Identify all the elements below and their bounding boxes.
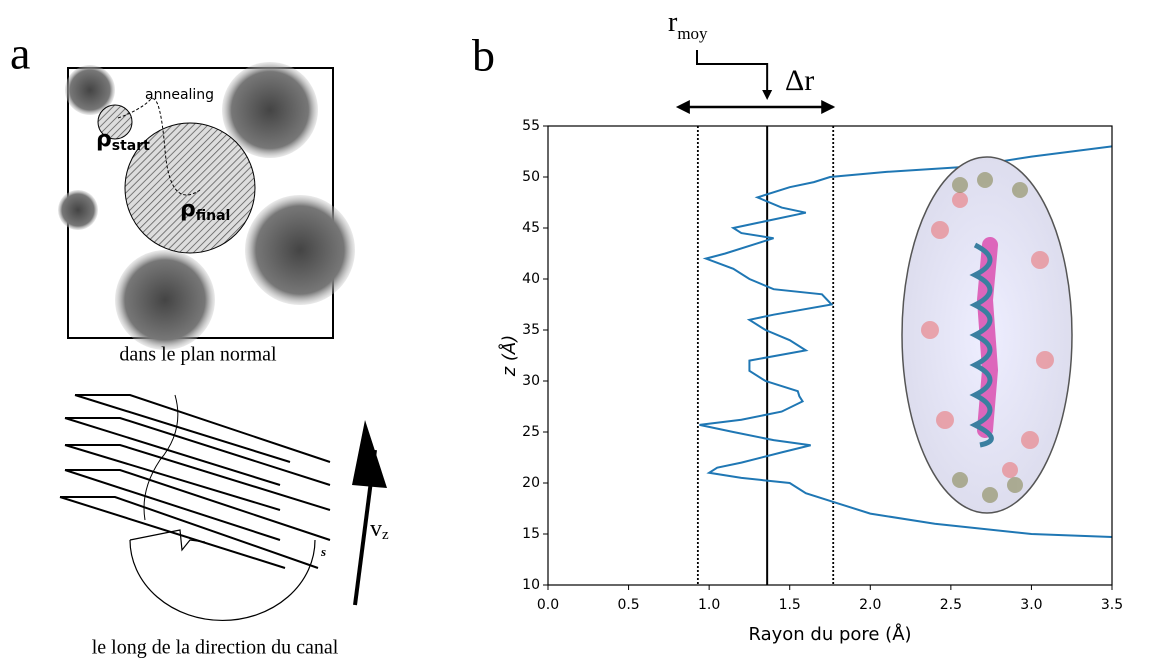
caption: dans le plan normal bbox=[119, 344, 277, 366]
y-tick-label: 20 bbox=[522, 475, 540, 491]
y-tick-label: 15 bbox=[522, 526, 540, 542]
rho-start-label: ρstart bbox=[96, 127, 150, 154]
arrowhead bbox=[821, 100, 836, 114]
normal-plane-diagram: annealing ρstart ρfinal bbox=[58, 62, 355, 350]
panel-label: a bbox=[10, 28, 30, 79]
x-tick-label: 1.5 bbox=[779, 597, 801, 613]
delta-r-label: Δr bbox=[785, 64, 814, 97]
arrowhead bbox=[762, 90, 773, 100]
y-tick-label: 30 bbox=[522, 373, 540, 389]
rho-symbol: ρ bbox=[96, 127, 112, 152]
x-tick-label: 0.5 bbox=[617, 597, 639, 613]
y-tick-label: 50 bbox=[522, 169, 540, 185]
molecule-inset bbox=[901, 156, 1073, 514]
pointer-arrow bbox=[696, 50, 769, 92]
x-tick-label: 3.5 bbox=[1101, 597, 1123, 613]
y-tick-label: 10 bbox=[522, 577, 540, 593]
subscript: moy bbox=[677, 24, 708, 43]
spacing-label: s bbox=[320, 544, 326, 559]
rho-symbol: ρ bbox=[180, 197, 196, 222]
velocity-label: vz bbox=[370, 516, 389, 544]
y-axis-label: z (Å) bbox=[498, 335, 520, 378]
x-tick-label: 0.0 bbox=[537, 597, 559, 613]
x-tick-label: 3.0 bbox=[1020, 597, 1042, 613]
rho-final-label: ρfinal bbox=[180, 197, 230, 224]
y-tick-label: 25 bbox=[522, 424, 540, 440]
x-tick-label: 2.0 bbox=[859, 597, 881, 613]
x-axis-label: Rayon du pore (Å) bbox=[748, 623, 911, 645]
subscript: z bbox=[382, 527, 389, 543]
arrowhead bbox=[675, 100, 690, 114]
caption: le long de la direction du canal bbox=[92, 637, 339, 659]
y-tick-label: 35 bbox=[522, 322, 540, 338]
y-tick-label: 40 bbox=[522, 271, 540, 287]
plot-frame bbox=[547, 125, 1113, 586]
subscript: start bbox=[112, 138, 150, 154]
v-symbol: v bbox=[370, 516, 382, 542]
annealing-label: annealing bbox=[145, 87, 214, 103]
x-tick-label: 2.5 bbox=[940, 597, 962, 613]
r-symbol: r bbox=[668, 7, 678, 38]
y-tick-label: 55 bbox=[522, 118, 540, 134]
y-tick-label: 45 bbox=[522, 220, 540, 236]
data-line bbox=[699, 145, 1112, 539]
r-moy-label: rmoy bbox=[668, 7, 708, 42]
panel-label: b bbox=[472, 30, 495, 81]
subscript: final bbox=[196, 208, 231, 224]
chart: 0.0 0.5 1.0 1.5 2.0 2.5 3.0 3.5 10 15 20 25 30 35 40 45… bbox=[498, 7, 1123, 645]
channel-diagram bbox=[59, 394, 387, 621]
x-tick-label: 1.0 bbox=[698, 597, 720, 613]
